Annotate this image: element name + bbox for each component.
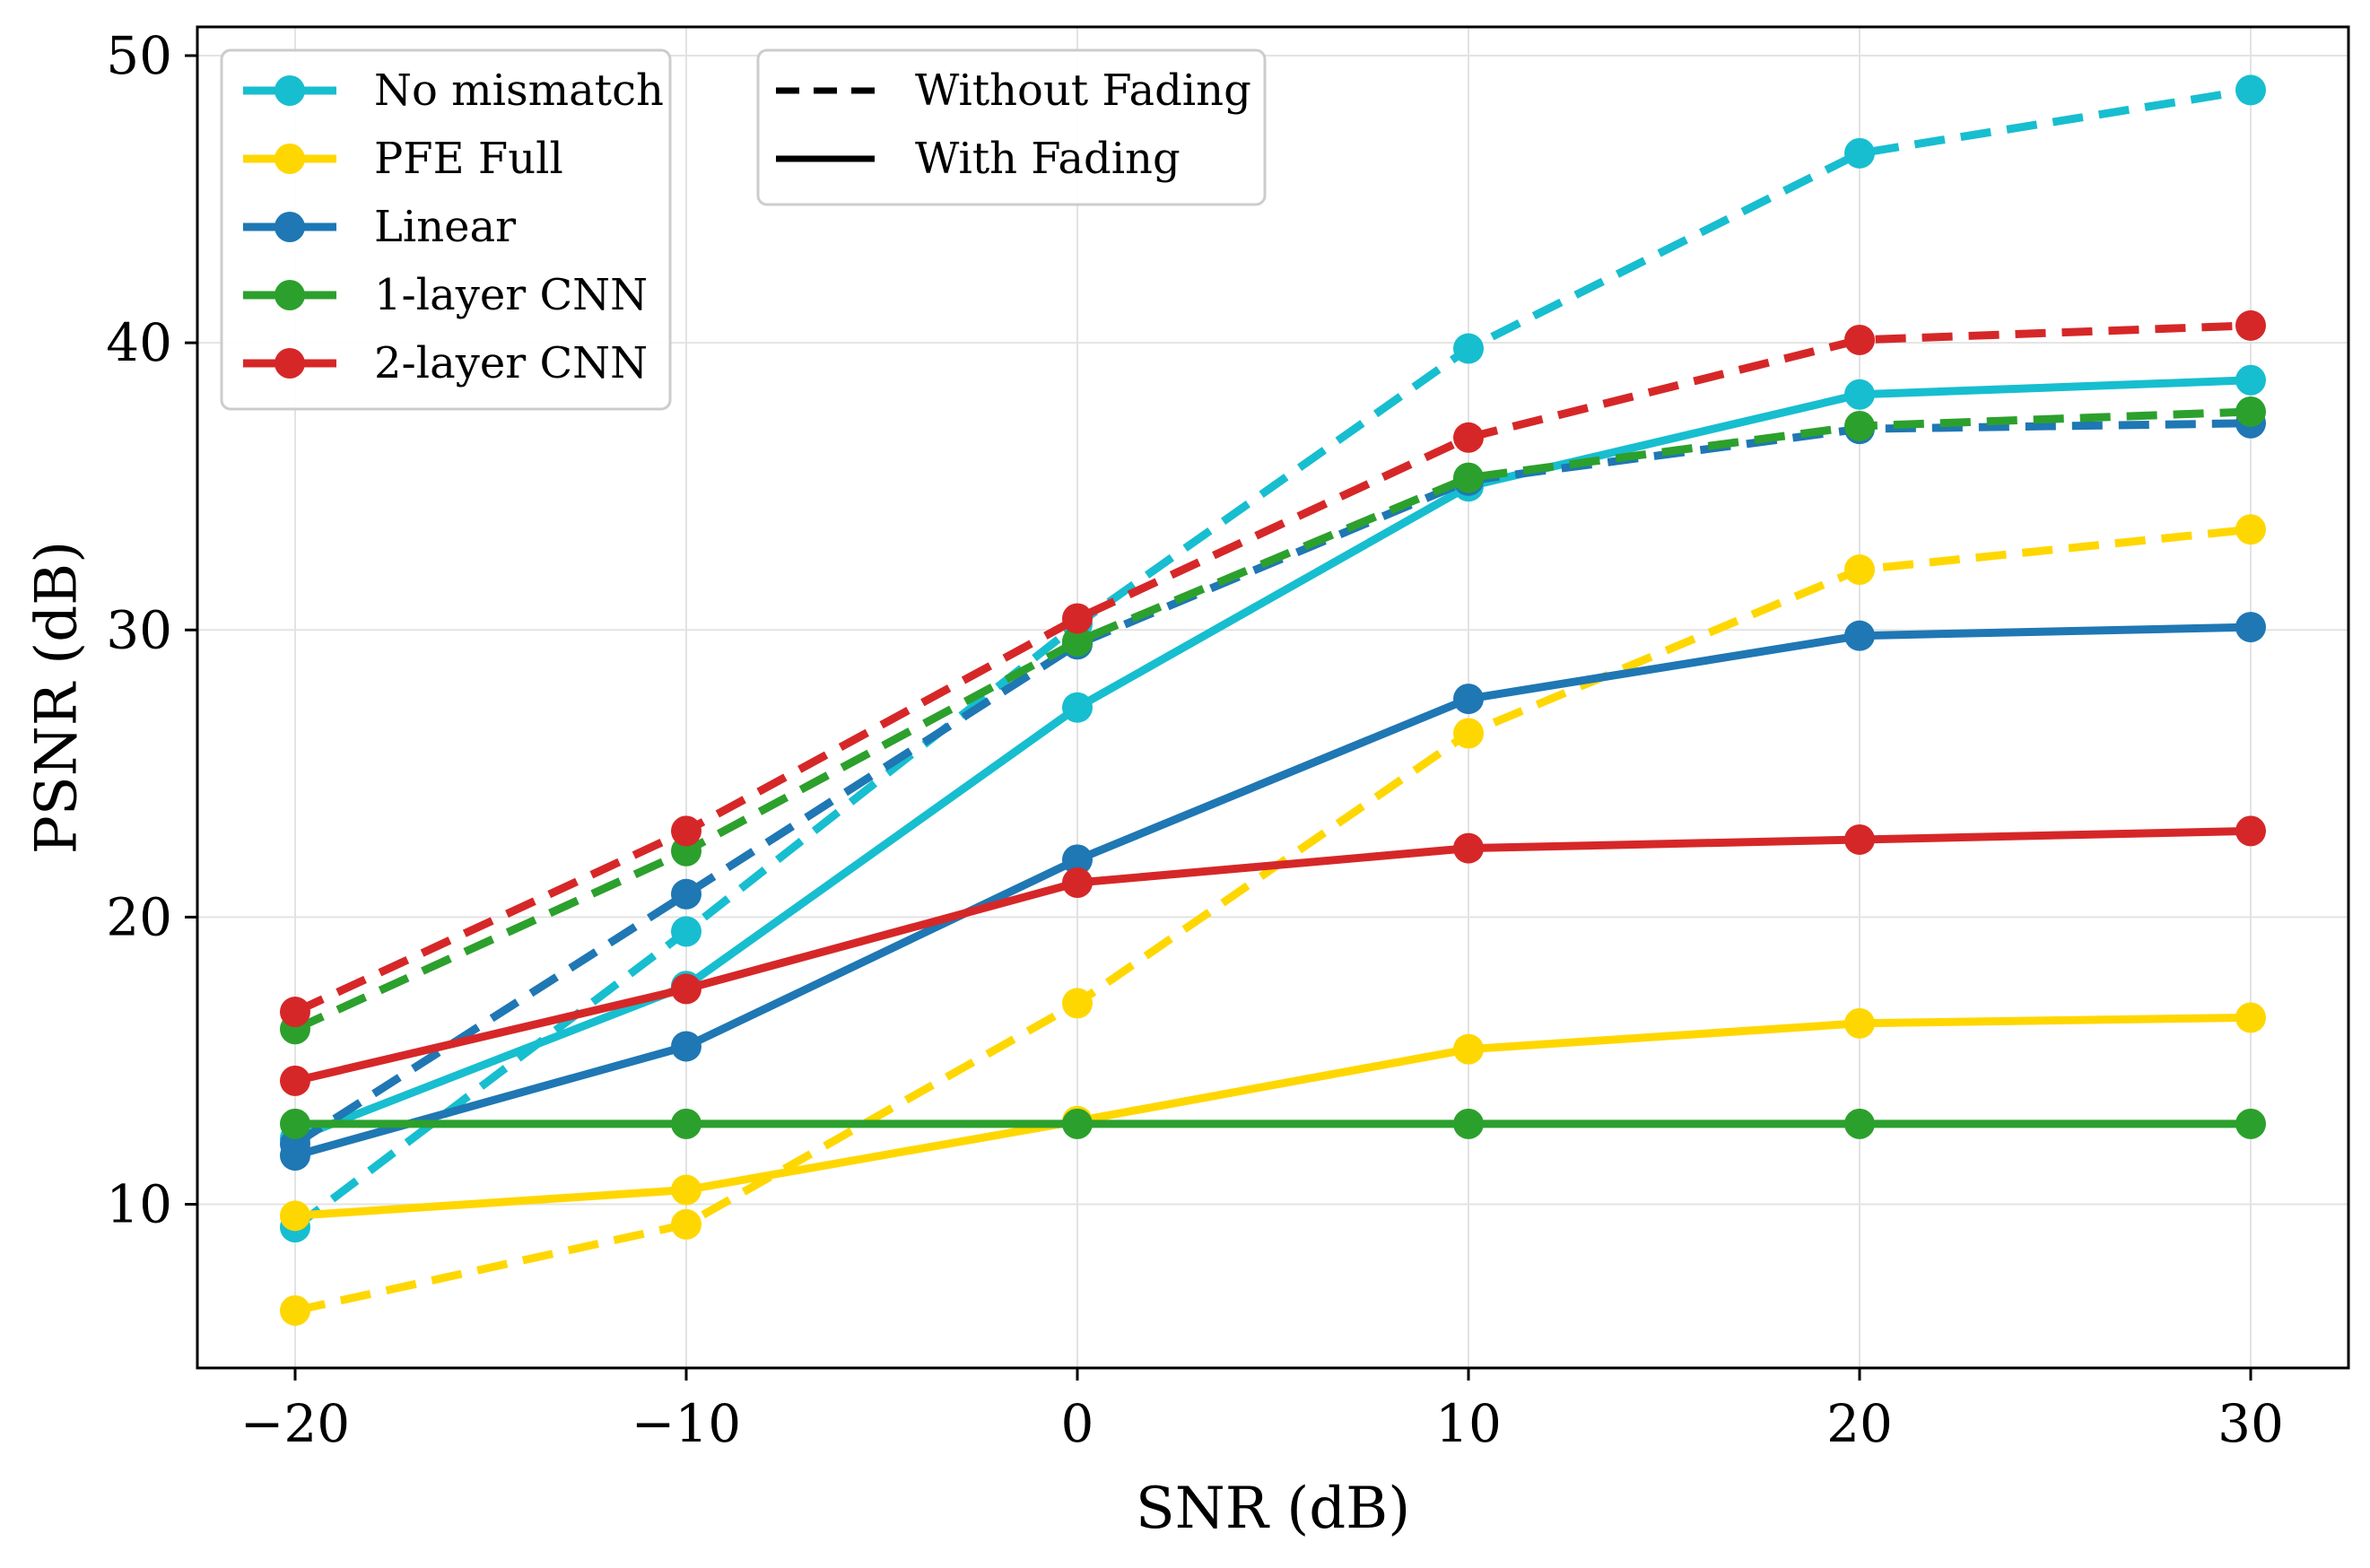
x-tick-label: 0: [1061, 1393, 1094, 1454]
legend-styles: Without Fading With Fading: [756, 48, 1267, 206]
x-tick-label: 20: [1826, 1393, 1893, 1454]
legend-label: PFE Full: [374, 134, 563, 184]
data-point-linear-with-fading: [671, 1031, 701, 1062]
data-point-pfe-full-without-fading: [1844, 554, 1875, 586]
data-point-pfe-full-with-fading: [2235, 1002, 2266, 1033]
y-tick-label: 50: [106, 25, 172, 86]
y-tick-label: 10: [106, 1174, 172, 1235]
data-point-1-layer-cnn-with-fading: [280, 1108, 310, 1139]
data-point-2-layer-cnn-with-fading: [1062, 867, 1093, 898]
legend-models-box: [220, 48, 672, 411]
x-tick-label: 10: [1435, 1393, 1502, 1454]
series-line-2-layer-cnn-with-fading: [293, 826, 2252, 1085]
legend-swatch-marker: [274, 280, 305, 310]
y-tick-label: 40: [106, 312, 172, 373]
data-point-linear-with-fading: [1062, 844, 1093, 875]
series-2-layer-cnn-with-fading: [280, 815, 2266, 1096]
data-point-2-layer-cnn-without-fading: [280, 997, 310, 1028]
series-1-layer-cnn-with-fading: [280, 1108, 2266, 1139]
series-line-1-layer-cnn-without-fading: [293, 407, 2252, 1033]
data-point-linear-without-fading: [671, 878, 701, 910]
data-point-pfe-full-with-fading: [280, 1200, 310, 1232]
legend-label: No mismatch: [374, 65, 664, 116]
y-axis-label: PSNR (dB): [24, 541, 91, 854]
series-line-pfe-full-with-fading: [294, 1013, 2252, 1220]
data-point-1-layer-cnn-with-fading: [1453, 1108, 1484, 1139]
data-point-2-layer-cnn-with-fading: [671, 973, 701, 1005]
data-point-2-layer-cnn-without-fading: [671, 815, 701, 847]
data-point-no-mismatch-with-fading: [2235, 364, 2266, 396]
plot-frame: [196, 25, 2350, 1370]
data-point-2-layer-cnn-without-fading: [2235, 309, 2266, 341]
series-2-layer-cnn-without-fading: [280, 309, 2266, 1028]
data-point-pfe-full-without-fading: [1062, 988, 1093, 1019]
series-linear-with-fading: [280, 612, 2266, 1172]
data-point-1-layer-cnn-with-fading: [1062, 1108, 1093, 1139]
legend-label: 1-layer CNN: [374, 270, 648, 320]
data-point-linear-with-fading: [2235, 612, 2266, 643]
series-pfe-full-with-fading: [280, 1002, 2266, 1232]
data-point-no-mismatch-without-fading: [1844, 137, 1875, 169]
data-point-pfe-full-without-fading: [671, 1208, 701, 1240]
data-point-linear-with-fading: [1844, 620, 1875, 651]
data-point-1-layer-cnn-with-fading: [1844, 1108, 1875, 1139]
x-tick-label: 30: [2218, 1393, 2284, 1454]
legend-models: No mismatch PFE Full Linear 1-layer CNN 2-la…: [220, 48, 672, 411]
y-tick-label: 30: [106, 599, 172, 660]
data-point-no-mismatch-without-fading: [2235, 74, 2266, 106]
series-line-no-mismatch-with-fading: [293, 376, 2252, 1143]
legend-swatch-marker: [274, 75, 305, 106]
data-point-no-mismatch-with-fading: [1844, 379, 1875, 410]
legend-swatch-marker: [274, 212, 305, 242]
data-point-2-layer-cnn-without-fading: [1453, 422, 1484, 453]
data-point-2-layer-cnn-without-fading: [1844, 324, 1875, 355]
x-tick-label: −20: [240, 1393, 350, 1454]
data-point-1-layer-cnn-without-fading: [2235, 396, 2266, 427]
data-point-2-layer-cnn-with-fading: [1453, 832, 1484, 864]
legend-styles-box: [756, 48, 1267, 206]
data-point-2-layer-cnn-without-fading: [1062, 603, 1093, 634]
data-point-2-layer-cnn-with-fading: [2235, 815, 2266, 847]
data-point-pfe-full-without-fading: [1453, 718, 1484, 749]
legend-label: 2-layer CNN: [374, 338, 648, 388]
x-axis-label: SNR (dB): [1136, 1476, 1410, 1542]
data-point-1-layer-cnn-with-fading: [2235, 1108, 2266, 1139]
data-point-2-layer-cnn-with-fading: [280, 1065, 310, 1096]
data-point-no-mismatch-with-fading: [1062, 692, 1093, 723]
x-tick-label: −10: [632, 1393, 741, 1454]
axes-layer: [196, 25, 2350, 1370]
series-layer: [280, 74, 2266, 1326]
data-point-2-layer-cnn-with-fading: [1844, 823, 1875, 855]
data-point-1-layer-cnn-with-fading: [671, 1108, 701, 1139]
legend-label: Linear: [374, 202, 516, 252]
y-tick-label: 20: [106, 886, 172, 947]
data-point-pfe-full-with-fading: [671, 1174, 701, 1206]
series-line-2-layer-cnn-without-fading: [293, 321, 2252, 1016]
data-point-no-mismatch-without-fading: [671, 916, 701, 947]
series-line-linear-with-fading: [293, 623, 2252, 1160]
legend-swatch-marker: [274, 348, 305, 379]
ticks-layer: −20 −10 0 10 20 30 10 20 30 40 50: [106, 25, 2284, 1454]
data-point-1-layer-cnn-without-fading: [1844, 410, 1875, 441]
legend-label: With Fading: [915, 134, 1181, 184]
data-point-no-mismatch-without-fading: [1453, 333, 1484, 364]
data-point-linear-with-fading: [280, 1140, 310, 1172]
legend-swatch-marker: [274, 144, 305, 174]
data-point-1-layer-cnn-without-fading: [1453, 462, 1484, 493]
data-point-pfe-full-without-fading: [2235, 514, 2266, 545]
data-point-pfe-full-without-fading: [280, 1294, 310, 1326]
data-point-linear-with-fading: [1453, 684, 1484, 715]
data-point-pfe-full-with-fading: [1844, 1007, 1875, 1039]
legend-label: Without Fading: [915, 65, 1251, 116]
data-point-1-layer-cnn-without-fading: [1062, 626, 1093, 658]
series-line-no-mismatch-without-fading: [292, 85, 2252, 1231]
series-1-layer-cnn-without-fading: [280, 396, 2266, 1045]
data-point-pfe-full-with-fading: [1453, 1033, 1484, 1065]
